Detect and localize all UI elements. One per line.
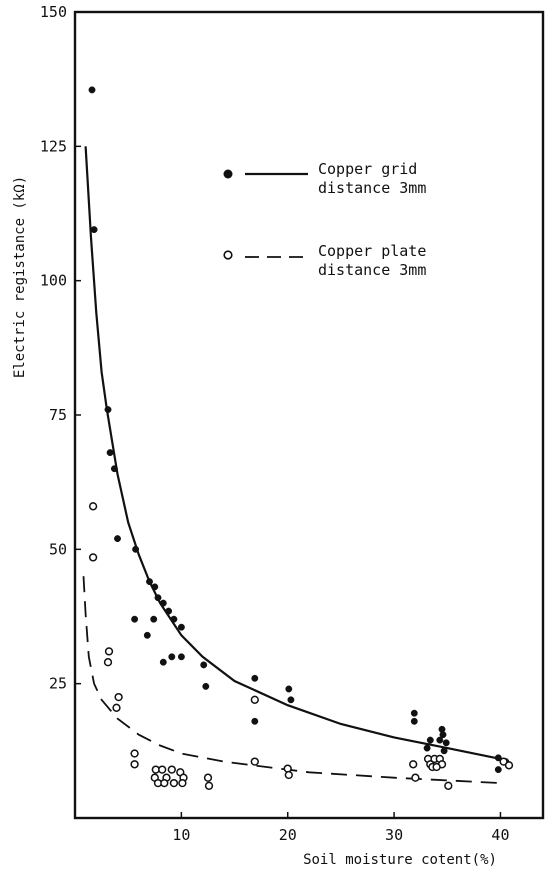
point-copper-plate: [104, 647, 114, 656]
point-copper-grid: [146, 578, 153, 586]
point-copper-plate: [250, 757, 259, 766]
point-copper-grid: [114, 535, 121, 543]
point-copper-grid: [177, 623, 185, 631]
point-copper-grid: [200, 661, 208, 669]
x-tick-label: 40: [491, 826, 509, 844]
point-copper-grid: [177, 653, 185, 661]
point-copper-grid: [150, 615, 158, 623]
legend-label-copper-grid-line1: Copper grid: [318, 160, 417, 178]
x-axis-ticks: 10 20 30 40: [172, 812, 509, 844]
legend-marker-copper-grid: [223, 169, 233, 179]
point-copper-plate: [114, 692, 123, 702]
y-axis-label: Electric registance (kΩ): [12, 176, 28, 378]
point-copper-grid: [132, 545, 140, 553]
point-copper-grid: [439, 731, 447, 739]
point-copper-grid: [154, 594, 162, 602]
fitted-curves: [82, 146, 501, 784]
y-tick-label: 125: [40, 137, 67, 155]
point-copper-plate: [160, 778, 169, 788]
curve-copper-plate: [82, 576, 501, 784]
point-copper-plate: [283, 764, 292, 773]
point-copper-grid: [104, 406, 112, 414]
point-copper-grid: [159, 658, 167, 666]
point-copper-plate: [88, 553, 98, 562]
point-copper-plate: [178, 778, 187, 788]
point-copper-grid: [106, 449, 114, 457]
point-copper-plate: [130, 760, 139, 769]
legend: Copper grid distance 3mm Copper plate di…: [223, 160, 426, 279]
point-copper-grid: [442, 739, 450, 747]
point-copper-plate: [204, 781, 214, 790]
data-points: [88, 86, 514, 790]
point-copper-plate: [444, 781, 453, 790]
point-copper-grid: [410, 709, 418, 717]
point-copper-grid: [168, 653, 176, 661]
point-copper-plate: [504, 761, 514, 770]
point-copper-plate: [499, 757, 508, 766]
point-copper-grid: [165, 607, 173, 615]
plot-border: [73, 10, 545, 820]
legend-label-copper-grid-line2: distance 3mm: [318, 179, 426, 197]
point-copper-grid: [151, 583, 159, 591]
legend-label-copper-plate-line1: Copper plate: [318, 242, 426, 260]
y-axis-ticks: 25 50 75 100 125 150: [40, 3, 81, 693]
point-copper-grid: [287, 696, 295, 704]
point-copper-plate: [167, 765, 176, 774]
legend-marker-copper-plate: [223, 250, 233, 260]
point-copper-plate: [112, 703, 121, 712]
point-copper-plate: [250, 695, 259, 704]
point-copper-grid: [494, 754, 502, 762]
y-tick-label: 50: [49, 540, 67, 558]
point-copper-plate: [409, 760, 418, 769]
point-copper-grid: [436, 736, 444, 744]
point-copper-grid: [426, 736, 434, 744]
point-copper-grid: [159, 599, 167, 607]
point-copper-grid: [494, 766, 502, 774]
point-copper-plate: [284, 770, 293, 780]
point-copper-plate: [432, 762, 441, 772]
point-copper-plate: [411, 773, 420, 782]
point-copper-grid: [251, 717, 259, 725]
y-tick-label: 100: [40, 272, 67, 290]
point-copper-grid: [285, 685, 293, 693]
curve-copper-grid: [84, 146, 501, 760]
legend-label-copper-plate-line2: distance 3mm: [318, 261, 426, 279]
point-copper-grid: [251, 674, 259, 682]
point-copper-grid: [131, 615, 139, 623]
point-copper-plate: [203, 773, 213, 782]
y-tick-label: 150: [40, 3, 67, 21]
x-tick-label: 20: [279, 826, 297, 844]
point-copper-plate: [130, 749, 139, 758]
point-copper-grid: [143, 631, 151, 639]
point-copper-plate: [158, 765, 167, 774]
plot-frame: [73, 10, 545, 820]
point-copper-grid: [110, 465, 118, 473]
point-copper-grid: [202, 682, 210, 690]
x-tick-label: 30: [385, 826, 403, 844]
y-tick-label: 75: [49, 406, 67, 424]
y-tick-label: 25: [49, 675, 67, 693]
point-copper-plate: [169, 778, 179, 788]
x-tick-label: 10: [172, 826, 190, 844]
point-copper-grid: [423, 744, 431, 752]
point-copper-grid: [88, 86, 96, 94]
point-copper-grid: [440, 747, 448, 755]
point-copper-grid: [170, 615, 178, 623]
point-copper-plate: [88, 502, 98, 511]
point-copper-grid: [90, 226, 98, 234]
point-copper-plate: [103, 658, 113, 667]
point-copper-grid: [410, 717, 418, 725]
x-axis-label: Soil moisture cotent(%): [303, 852, 497, 868]
